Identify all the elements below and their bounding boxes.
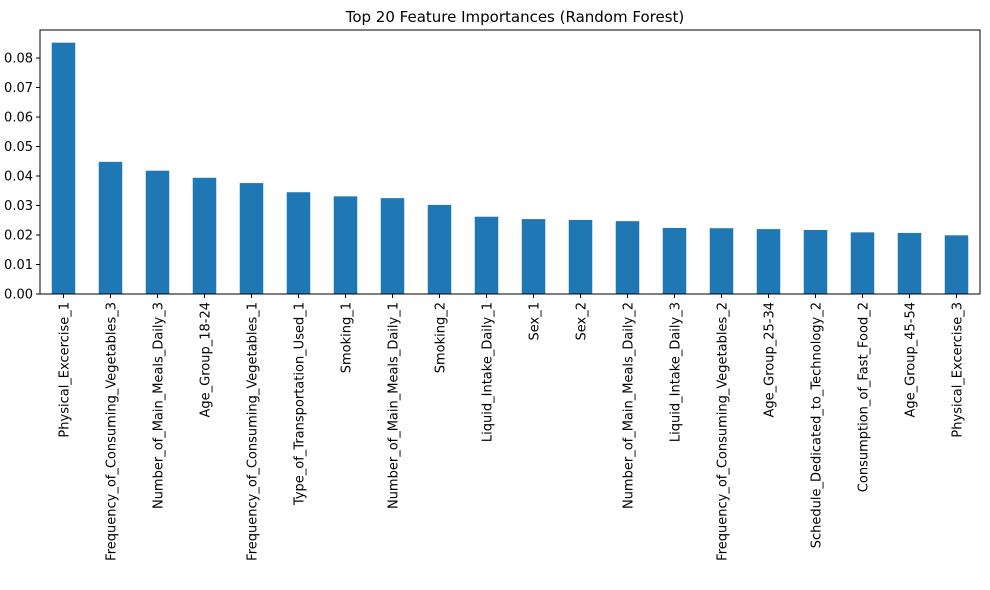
bar-2 (98, 161, 123, 294)
x-tick-label-11: Sex_1 (528, 302, 543, 341)
bar-17 (803, 229, 828, 294)
bar-6 (286, 192, 311, 294)
x-tick-label-1: Physical_Excercise_1 (58, 302, 73, 438)
x-tick-label-13: Number_of_Main_Meals_Daily_2 (622, 302, 637, 509)
x-tick-label-4: Age_Group_18-24 (199, 302, 214, 418)
y-tick-label-6: 0.05 (4, 140, 33, 155)
x-tick-label-7: Smoking_1 (340, 302, 355, 373)
bar-5 (239, 183, 264, 294)
bar-4 (192, 177, 217, 294)
y-tick-label-8: 0.07 (4, 81, 33, 96)
bar-7 (333, 196, 358, 294)
x-tick-label-2: Frequency_of_Consuming_Vegetables_3 (105, 302, 120, 561)
bar-3 (145, 170, 170, 294)
x-tick-label-16: Age_Group_25-34 (763, 302, 778, 418)
bar-18 (850, 232, 875, 294)
x-tick-label-10: Liquid_Intake_Daily_1 (481, 302, 496, 442)
y-tick-label-1: 0.00 (4, 288, 33, 303)
bar-1 (51, 42, 76, 295)
x-tick-label-6: Type_of_Transportation_Used_1 (293, 302, 308, 506)
y-tick-label-5: 0.04 (4, 170, 33, 185)
bar-8 (380, 198, 405, 294)
x-tick-label-20: Physical_Excercise_3 (951, 302, 966, 438)
x-tick-label-12: Sex_2 (575, 302, 590, 341)
x-tick-label-5: Frequency_of_Consuming_Vegetables_1 (246, 302, 261, 561)
x-tick-label-14: Liquid_Intake_Daily_3 (669, 302, 684, 442)
y-tick-label-3: 0.02 (4, 229, 33, 244)
x-tick-label-18: Consumption_of_Fast_Food_2 (857, 302, 872, 492)
bar-13 (615, 221, 640, 294)
y-tick-label-7: 0.06 (4, 111, 33, 126)
y-tick-label-9: 0.08 (4, 52, 33, 67)
bar-10 (474, 216, 499, 294)
bar-20 (944, 235, 969, 294)
bar-15 (709, 228, 734, 294)
bar-12 (568, 219, 593, 294)
x-tick-label-9: Smoking_2 (434, 302, 449, 373)
x-tick-label-3: Number_of_Main_Meals_Daily_3 (152, 302, 167, 509)
y-tick-label-4: 0.03 (4, 199, 33, 214)
plot-area-frame (39, 29, 981, 295)
bar-9 (427, 204, 452, 294)
x-tick-label-8: Number_of_Main_Meals_Daily_1 (387, 302, 402, 509)
bar-19 (897, 232, 922, 294)
bar-11 (521, 219, 546, 294)
x-tick-label-17: Schedule_Dedicated_to_Technology_2 (810, 302, 825, 548)
x-axis: Physical_Excercise_1 Frequency_of_Consumi… (58, 294, 966, 561)
chart-title: Top 20 Feature Importances (Random Fores… (345, 8, 685, 26)
bar-14 (662, 227, 687, 294)
bars-layer (51, 42, 969, 295)
x-tick-label-19: Age_Group_45-54 (904, 302, 919, 418)
y-tick-label-2: 0.01 (4, 258, 33, 273)
x-tick-label-15: Frequency_of_Consuming_Vegetables_2 (716, 302, 731, 561)
bar-16 (756, 229, 781, 294)
y-axis: 0.00 0.01 0.02 0.03 0.04 0.05 0.06 0.07 0.08 (4, 52, 40, 303)
plot-frame (39, 29, 981, 295)
